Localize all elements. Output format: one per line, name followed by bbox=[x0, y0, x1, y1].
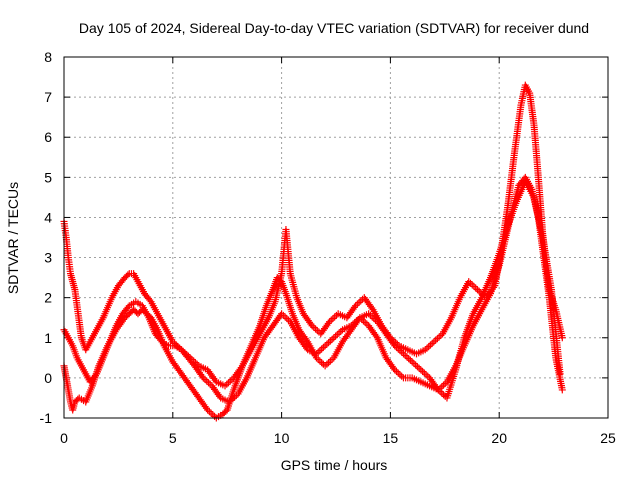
y-tick-label: 7 bbox=[44, 89, 52, 105]
y-tick-label: 3 bbox=[44, 250, 52, 266]
y-tick-label: 0 bbox=[44, 370, 52, 386]
y-tick-label: 1 bbox=[44, 330, 52, 346]
y-tick-label: 8 bbox=[44, 49, 52, 65]
series-track-a bbox=[60, 173, 566, 422]
plot-frame bbox=[63, 56, 609, 419]
y-tick-label: 6 bbox=[44, 129, 52, 145]
x-tick-label: 10 bbox=[274, 430, 290, 446]
x-tick-label: 25 bbox=[600, 430, 616, 446]
data-marks bbox=[60, 81, 566, 422]
axis-ticks bbox=[63, 56, 609, 419]
y-tick-label: 4 bbox=[44, 209, 52, 225]
x-tick-label: 20 bbox=[491, 430, 507, 446]
chart-title: Day 105 of 2024, Sidereal Day-to-day VTE… bbox=[79, 20, 589, 36]
y-tick-labels: -1 0 1 2 3 4 5 6 7 8 bbox=[40, 49, 53, 426]
x-tick-label: 0 bbox=[60, 430, 68, 446]
x-tick-labels: 0 5 10 15 20 25 bbox=[60, 430, 616, 446]
y-tick-label: 5 bbox=[44, 169, 52, 185]
y-tick-label: -1 bbox=[40, 410, 53, 426]
x-tick-label: 15 bbox=[383, 430, 399, 446]
x-tick-label: 5 bbox=[169, 430, 177, 446]
y-tick-label: 2 bbox=[44, 290, 52, 306]
series-track-b bbox=[60, 81, 566, 390]
y-axis-label: SDTVAR / TECUs bbox=[5, 182, 21, 294]
gridlines bbox=[64, 57, 608, 418]
x-axis-label: GPS time / hours bbox=[281, 457, 388, 473]
